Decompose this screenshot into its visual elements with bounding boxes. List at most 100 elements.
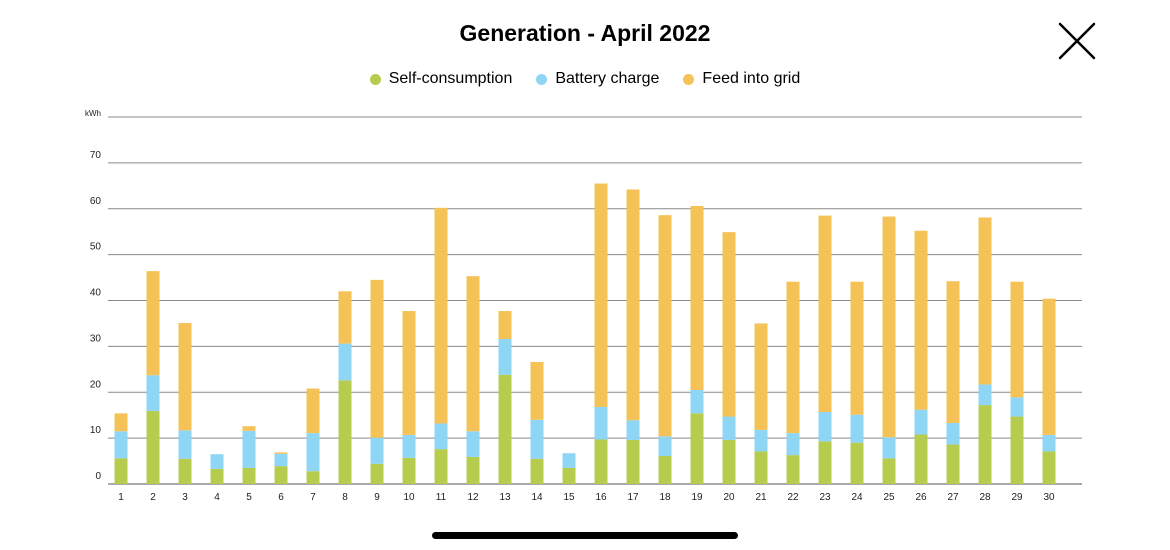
bar-segment-self-consumption: [178, 458, 192, 484]
bar-segment-self-consumption: [850, 442, 864, 484]
x-tick-label: 15: [563, 492, 575, 503]
bar-segment-self-consumption: [338, 380, 352, 484]
bar-segment-battery-charge: [1010, 397, 1024, 417]
legend-item-self-consumption[interactable]: Self-consumption: [369, 70, 513, 88]
bar-segment-feed-into-grid: [434, 207, 448, 424]
x-tick-label: 25: [883, 492, 895, 503]
chart-legend: Self-consumption Battery charge Feed int…: [0, 70, 1170, 88]
x-tick-label: 17: [627, 492, 639, 503]
y-tick-label: 30: [90, 333, 102, 344]
bar-segment-self-consumption: [114, 458, 128, 484]
bar-segment-battery-charge: [306, 433, 320, 472]
x-tick-label: 30: [1043, 492, 1055, 503]
bar-segment-self-consumption: [1042, 451, 1056, 484]
bar-segment-battery-charge: [498, 339, 512, 375]
legend-label: Self-consumption: [388, 70, 513, 87]
x-tick-label: 12: [467, 492, 479, 503]
bar-segment-battery-charge: [274, 453, 288, 467]
bar-segment-self-consumption: [882, 458, 896, 484]
x-tick-label: 27: [947, 492, 959, 503]
y-tick-label: 20: [90, 379, 102, 390]
x-tick-label: 18: [659, 492, 671, 503]
bar-segment-self-consumption: [690, 413, 704, 484]
x-tick-label: 11: [436, 492, 447, 503]
home-indicator[interactable]: [432, 532, 738, 539]
bar-segment-self-consumption: [274, 466, 288, 484]
bar-segment-self-consumption: [626, 439, 640, 484]
bar-segment-self-consumption: [306, 471, 320, 484]
y-tick-label: 40: [90, 288, 102, 299]
bar-segment-battery-charge: [914, 409, 928, 435]
bar-segment-self-consumption: [722, 439, 736, 484]
chart-title: Generation - April 2022: [459, 20, 711, 46]
bar-segment-battery-charge: [370, 437, 384, 464]
bar-segment-feed-into-grid: [146, 271, 160, 376]
bar-segment-battery-charge: [562, 453, 576, 468]
legend-label: Battery charge: [555, 70, 660, 87]
bar-segment-self-consumption: [914, 434, 928, 484]
legend-item-feed-into-grid[interactable]: Feed into grid: [683, 70, 800, 88]
bar-segment-battery-charge: [818, 411, 832, 442]
bar-segment-feed-into-grid: [690, 205, 704, 390]
bar-segment-battery-charge: [690, 389, 704, 414]
bar-segment-self-consumption: [946, 444, 960, 484]
bar-segment-self-consumption: [498, 374, 512, 484]
bar-segment-self-consumption: [562, 467, 576, 484]
bar-segment-self-consumption: [530, 458, 544, 484]
bar-segment-feed-into-grid: [530, 361, 544, 420]
y-tick-label: 10: [90, 425, 102, 436]
bar-segment-battery-charge: [466, 431, 480, 457]
bar-segment-battery-charge: [722, 416, 736, 440]
bar-segment-battery-charge: [754, 429, 768, 452]
bar-segment-battery-charge: [338, 343, 352, 381]
x-tick-label: 22: [787, 492, 799, 503]
bar-segment-self-consumption: [1010, 416, 1024, 484]
x-tick-label: 10: [403, 492, 415, 503]
bar-segment-self-consumption: [402, 457, 416, 484]
bar-segment-feed-into-grid: [722, 232, 736, 417]
y-tick-label: 70: [90, 150, 102, 161]
x-tick-label: 8: [342, 492, 348, 503]
bar-segment-self-consumption: [370, 463, 384, 484]
bar-segment-battery-charge: [242, 430, 256, 468]
bar-segment-feed-into-grid: [242, 426, 256, 431]
bar-segment-battery-charge: [146, 375, 160, 412]
bar-segment-battery-charge: [882, 437, 896, 459]
legend-swatch-battery-charge: [536, 73, 548, 85]
x-tick-label: 2: [150, 492, 156, 503]
x-tick-label: 14: [531, 492, 543, 503]
bar-segment-feed-into-grid: [818, 215, 832, 412]
bar-segment-feed-into-grid: [1042, 298, 1056, 435]
y-axis-unit-label: kWh: [85, 109, 101, 118]
bar-segment-battery-charge: [658, 436, 672, 457]
bar-segment-feed-into-grid: [594, 183, 608, 407]
bar-segment-self-consumption: [978, 405, 992, 484]
bar-segment-battery-charge: [210, 454, 224, 469]
x-tick-label: 6: [278, 492, 284, 503]
bar-segment-feed-into-grid: [850, 281, 864, 415]
bar-segment-feed-into-grid: [1010, 281, 1024, 398]
x-tick-label: 20: [723, 492, 735, 503]
bar-segment-feed-into-grid: [626, 189, 640, 421]
close-button[interactable]: [1056, 20, 1098, 62]
bar-segment-feed-into-grid: [914, 230, 928, 410]
bar-segment-self-consumption: [434, 449, 448, 484]
bar-segment-battery-charge: [1042, 434, 1056, 452]
bar-segment-feed-into-grid: [786, 281, 800, 434]
x-tick-label: 3: [182, 492, 188, 503]
x-tick-label: 26: [915, 492, 927, 503]
bar-segment-feed-into-grid: [402, 311, 416, 435]
bar-segment-battery-charge: [850, 414, 864, 443]
bar-segment-self-consumption: [658, 456, 672, 484]
bar-segment-feed-into-grid: [338, 291, 352, 344]
bar-segment-self-consumption: [242, 467, 256, 484]
legend-swatch-feed-into-grid: [683, 73, 695, 85]
bar-segment-feed-into-grid: [882, 216, 896, 438]
bar-segment-feed-into-grid: [754, 323, 768, 430]
legend-item-battery-charge[interactable]: Battery charge: [536, 70, 659, 88]
legend-swatch-self-consumption: [369, 73, 381, 85]
bar-segment-feed-into-grid: [498, 311, 512, 340]
bar-segment-self-consumption: [594, 439, 608, 484]
bar-segment-battery-charge: [594, 406, 608, 440]
